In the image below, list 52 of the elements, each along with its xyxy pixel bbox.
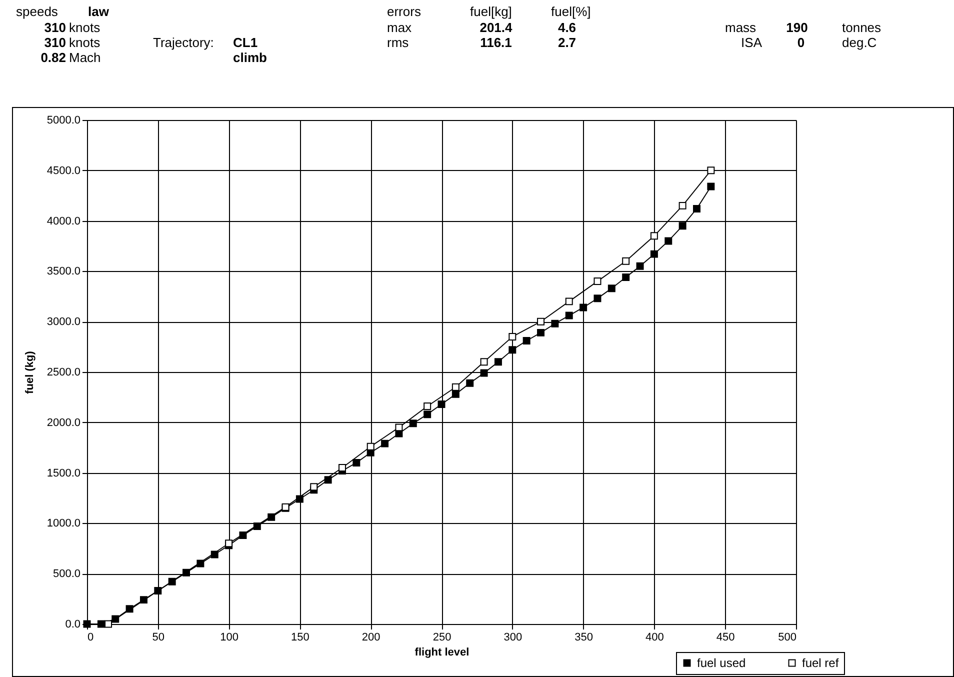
text: ISA <box>741 35 762 50</box>
legend-label: fuel ref <box>802 656 840 670</box>
x-tick-label: 150 <box>291 632 310 644</box>
text: 310 <box>44 20 66 35</box>
text: max <box>387 20 412 35</box>
y-tick-label: 2000.0 <box>46 416 80 429</box>
text: deg.C <box>842 35 877 50</box>
y-tick-label: 500.0 <box>52 568 80 580</box>
text: mass <box>725 20 756 35</box>
y-tick-label: 4500.0 <box>46 164 80 177</box>
x-tick-label: 400 <box>646 632 664 644</box>
text: tonnes <box>842 20 882 35</box>
text: fuel[kg] <box>470 4 512 19</box>
text: errors <box>387 4 421 19</box>
x-tick-label: 350 <box>574 632 593 644</box>
text: knots <box>69 35 100 50</box>
text: speeds <box>16 4 58 19</box>
text: 0.82 <box>40 50 66 65</box>
text: rms <box>387 35 409 50</box>
text: climb <box>233 50 267 65</box>
y-axis-title: fuel (kg) <box>24 350 36 394</box>
text: 2.7 <box>558 35 576 50</box>
y-tick-label: 4000.0 <box>46 215 80 228</box>
text: CL1 <box>233 35 258 50</box>
y-tick-label: 1500.0 <box>46 467 80 480</box>
y-tick-label: 2500.0 <box>46 366 80 378</box>
x-tick-label: 50 <box>152 632 165 644</box>
y-tick-label: 1000.0 <box>46 518 80 530</box>
text: fuel[%] <box>551 4 591 19</box>
x-axis-title: flight level <box>414 646 470 658</box>
y-tick-label: 3000.0 <box>46 316 80 328</box>
x-tick-label: 0 <box>88 632 94 644</box>
x-tick-label: 250 <box>432 632 452 644</box>
text: 201.4 <box>480 20 512 35</box>
text: 4.6 <box>558 20 576 35</box>
text: law <box>88 4 109 19</box>
y-tick-label: 5000.0 <box>46 114 80 126</box>
x-tick-label: 450 <box>716 632 735 644</box>
y-tick-label: 0.0 <box>65 618 80 630</box>
text: Mach <box>69 50 101 65</box>
text: 0 <box>797 35 805 50</box>
x-tick-label: 100 <box>220 632 238 644</box>
text: 116.1 <box>480 35 512 50</box>
text: 190 <box>786 20 808 35</box>
x-tick-label: 200 <box>362 632 380 644</box>
text: knots <box>69 20 100 35</box>
x-tick-label: 500 <box>778 632 796 644</box>
x-tick-label: 300 <box>504 632 522 644</box>
legend-label: fuel used <box>697 656 746 670</box>
text: 310 <box>44 35 66 50</box>
y-tick-label: 3500.0 <box>46 266 80 278</box>
text: Trajectory: <box>153 35 214 50</box>
